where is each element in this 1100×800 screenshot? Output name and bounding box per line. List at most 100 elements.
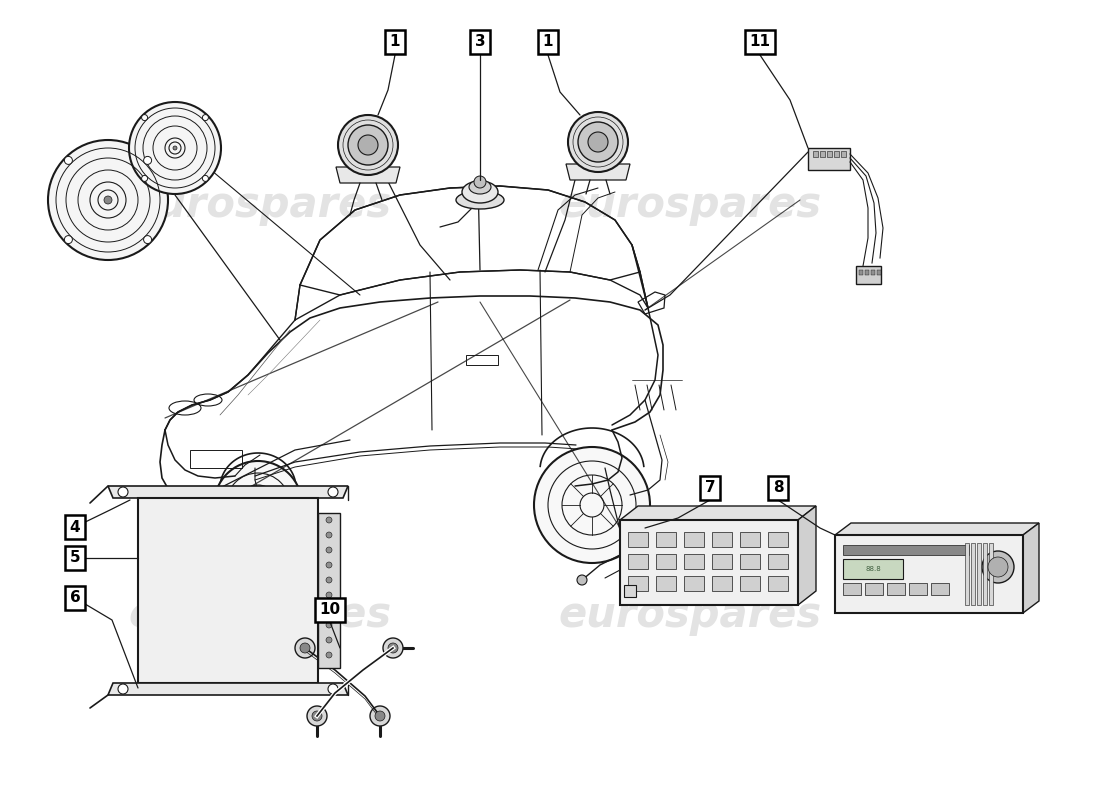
Polygon shape (108, 683, 348, 695)
Circle shape (307, 706, 327, 726)
Text: 4: 4 (69, 519, 80, 534)
Bar (656, 554, 676, 569)
Bar (624, 585, 636, 597)
Circle shape (129, 102, 221, 194)
Bar (843, 559, 903, 579)
Text: 5: 5 (69, 550, 80, 566)
Bar (656, 576, 676, 591)
Bar (859, 270, 864, 275)
Circle shape (326, 637, 332, 643)
Bar (834, 151, 839, 157)
Bar (856, 266, 881, 284)
Circle shape (173, 146, 177, 150)
Text: 1: 1 (542, 34, 553, 50)
Bar (165, 490, 260, 510)
Circle shape (118, 487, 128, 497)
Circle shape (214, 461, 302, 549)
Circle shape (118, 684, 128, 694)
Circle shape (370, 706, 390, 726)
Circle shape (388, 643, 398, 653)
Bar (712, 532, 732, 547)
Circle shape (144, 157, 152, 165)
Circle shape (202, 114, 208, 121)
Bar (965, 543, 969, 605)
Ellipse shape (469, 180, 491, 194)
Bar (768, 532, 788, 547)
Bar (909, 583, 927, 595)
Circle shape (65, 157, 73, 165)
Bar (820, 151, 825, 157)
Ellipse shape (462, 181, 498, 203)
Circle shape (375, 711, 385, 721)
Circle shape (295, 638, 315, 658)
Bar (813, 151, 818, 157)
Bar (138, 498, 318, 683)
Bar (842, 151, 846, 157)
Circle shape (588, 132, 608, 152)
Bar (684, 576, 704, 591)
Bar (877, 270, 881, 275)
Text: eurospares: eurospares (129, 184, 392, 226)
Text: 3: 3 (475, 34, 485, 50)
Circle shape (326, 607, 332, 613)
Bar (318, 513, 340, 668)
Bar (983, 543, 987, 605)
Bar (684, 532, 704, 547)
Bar (865, 583, 883, 595)
Circle shape (300, 643, 310, 653)
Bar (740, 532, 760, 547)
Circle shape (328, 684, 338, 694)
Circle shape (326, 517, 332, 523)
Circle shape (144, 235, 152, 243)
Ellipse shape (456, 191, 504, 209)
Circle shape (65, 235, 73, 243)
Text: eurospares: eurospares (559, 594, 822, 636)
Bar (768, 554, 788, 569)
Bar (835, 535, 1023, 613)
Polygon shape (336, 167, 400, 183)
Bar (628, 532, 648, 547)
Text: eurospares: eurospares (559, 184, 822, 226)
Bar (620, 520, 798, 605)
Polygon shape (566, 164, 630, 180)
Text: 88.8: 88.8 (865, 566, 881, 572)
Bar (865, 270, 869, 275)
Bar (628, 576, 648, 591)
Text: 8: 8 (772, 481, 783, 495)
Circle shape (326, 577, 332, 583)
Circle shape (142, 114, 147, 121)
Circle shape (568, 112, 628, 172)
Circle shape (578, 122, 618, 162)
Circle shape (48, 140, 168, 260)
Polygon shape (835, 523, 1040, 535)
Bar (887, 583, 905, 595)
Bar (628, 554, 648, 569)
Circle shape (982, 551, 1014, 583)
Circle shape (988, 557, 1008, 577)
Bar (466, 355, 498, 365)
Bar (989, 543, 993, 605)
Circle shape (202, 175, 208, 182)
Bar (712, 554, 732, 569)
Text: 6: 6 (69, 590, 80, 606)
Text: 11: 11 (749, 34, 770, 50)
Bar (843, 545, 969, 555)
Polygon shape (798, 506, 816, 605)
Circle shape (578, 575, 587, 585)
Circle shape (348, 125, 388, 165)
Bar (175, 494, 214, 506)
Bar (712, 576, 732, 591)
Circle shape (326, 547, 332, 553)
Bar (740, 554, 760, 569)
Circle shape (338, 115, 398, 175)
Circle shape (474, 176, 486, 188)
Circle shape (326, 562, 332, 568)
Circle shape (326, 622, 332, 628)
Circle shape (326, 652, 332, 658)
Circle shape (358, 135, 378, 155)
Circle shape (328, 487, 338, 497)
Bar (871, 270, 874, 275)
Circle shape (326, 592, 332, 598)
Polygon shape (108, 486, 348, 498)
Polygon shape (1023, 523, 1040, 613)
